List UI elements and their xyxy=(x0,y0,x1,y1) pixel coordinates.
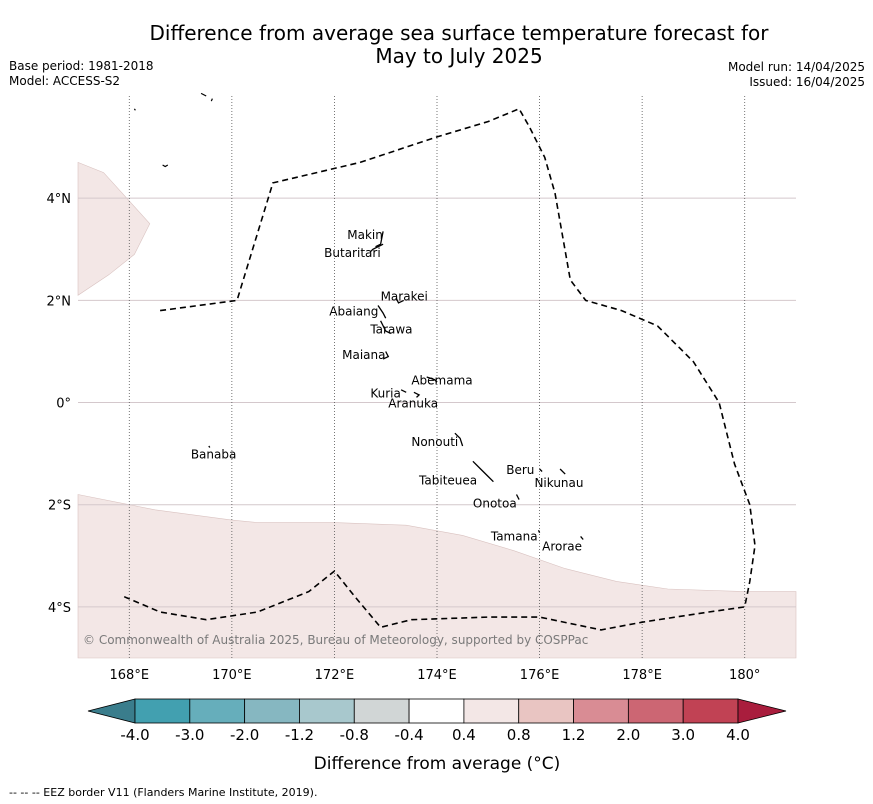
colorbar: -4.0 -3.0 -2.0 -1.2 -0.8 -0.4 0.4 0.8 1.2 2.0 3.0 4… xyxy=(87,698,787,744)
island-outline-tamana xyxy=(537,530,541,534)
island-label: Marakei xyxy=(381,289,428,303)
anomaly-region-0 xyxy=(77,161,151,296)
colorbar-swatch xyxy=(627,698,684,724)
graticule xyxy=(78,96,796,658)
colorbar-tick-label: -4.0 xyxy=(120,726,149,744)
atoll-speck xyxy=(133,108,136,111)
island-label: Tamana xyxy=(490,529,538,543)
colorbar-tick-label: 1.2 xyxy=(562,726,586,744)
island-label: Onotoa xyxy=(473,496,517,510)
atoll-speck xyxy=(200,92,207,97)
island-outline-aranuka xyxy=(413,391,421,398)
islands-layer xyxy=(133,92,584,540)
island-outline-makin xyxy=(375,231,384,248)
island-label: Banaba xyxy=(191,448,237,462)
colorbar-label: Difference from average (°C) xyxy=(314,754,561,774)
island-label: Kuria xyxy=(370,386,401,400)
colorbar-swatch xyxy=(189,698,246,724)
colorbar-tick-label: 0.8 xyxy=(507,726,531,744)
longitude-tick-label: 180° xyxy=(729,668,760,683)
colorbar-tick-label: -0.8 xyxy=(340,726,369,744)
latitude-tick-label: 0° xyxy=(56,397,71,412)
island-label: Nonouti xyxy=(411,435,458,449)
colorbar-swatch xyxy=(408,698,465,724)
colorbar-swatch xyxy=(573,698,629,724)
latitude-tick-label: 2°N xyxy=(47,294,72,309)
title-line-2: May to July 2025 xyxy=(375,44,543,68)
colorbar-swatch xyxy=(244,698,300,724)
island-outline-tarawa xyxy=(380,320,392,335)
eez-border-line xyxy=(123,107,756,631)
colorbar-max-extend xyxy=(737,698,787,724)
model-info: Base period: 1981-2018 Model: ACCESS-S2 xyxy=(9,59,154,89)
longitude-tick-label: 178°E xyxy=(622,668,662,683)
eez-source-note: -- -- -- EEZ border V11 (Flanders Marine… xyxy=(9,786,318,799)
longitude-tick-label: 172°E xyxy=(315,668,355,683)
atoll-speck xyxy=(210,98,213,102)
island-outline-kuria xyxy=(400,389,407,393)
axis-tick-labels: 168°E 170°E 172°E 174°E 176°E 178°E 180° 4°N 2°N… xyxy=(47,192,761,683)
island-label: Beru xyxy=(506,463,534,477)
colorbar-tick-label: 2.0 xyxy=(616,726,640,744)
title-line-1: Difference from average sea surface temp… xyxy=(149,21,769,45)
island-label: Arorae xyxy=(542,540,582,554)
colorbar-swatch xyxy=(353,698,410,724)
model-run-date: Model run: 14/04/2025 xyxy=(727,60,865,74)
island-outline-abemama xyxy=(426,376,438,383)
island-outline-nonouti xyxy=(454,432,464,447)
colorbar-tick-label: 4.0 xyxy=(726,726,750,744)
latitude-tick-label: 2°S xyxy=(48,499,71,514)
island-label: Aranuka xyxy=(388,397,438,411)
island-outline-maiana xyxy=(382,351,390,360)
colorbar-tick-label: 3.0 xyxy=(671,726,695,744)
colorbar-swatch xyxy=(134,698,191,724)
island-outline-banaba xyxy=(208,445,211,448)
model-name: Model: ACCESS-S2 xyxy=(9,74,121,88)
island-label: Tabiteuea xyxy=(418,473,477,487)
colorbar-tick-label: -1.2 xyxy=(285,726,314,744)
colorbar-tick-label: 0.4 xyxy=(452,726,476,744)
island-label: Maiana xyxy=(342,348,385,362)
island-outline-abaiang xyxy=(377,305,387,319)
copyright-notice: © Commonwealth of Australia 2025, Bureau… xyxy=(83,633,588,647)
colorbar-tick-label: -3.0 xyxy=(175,726,204,744)
eez-border-layer xyxy=(123,107,756,631)
map-title: Difference from average sea surface temp… xyxy=(100,22,818,68)
colorbar-min-extend xyxy=(87,698,136,724)
run-info: Model run: 14/04/2025 Issued: 16/04/2025 xyxy=(728,60,865,90)
island-label: Makin xyxy=(347,228,383,242)
island-outline-nikunau xyxy=(559,468,566,475)
latitude-tick-label: 4°N xyxy=(47,192,72,207)
island-label: Tarawa xyxy=(369,323,412,337)
island-label: Nikunau xyxy=(534,476,583,490)
island-label: Butaritari xyxy=(324,246,381,260)
colorbar-tick-label: -2.0 xyxy=(230,726,259,744)
colorbar-swatch xyxy=(682,698,739,724)
island-outline-butaritari xyxy=(369,243,384,253)
island-label: Abaiang xyxy=(329,305,378,319)
latitude-tick-label: 4°S xyxy=(48,601,71,616)
base-period: Base period: 1981-2018 xyxy=(9,59,154,73)
colorbar-swatch xyxy=(463,698,520,724)
longitude-tick-label: 176°E xyxy=(520,668,560,683)
atoll-speck xyxy=(162,164,169,168)
island-outline-tabiteuea xyxy=(472,460,494,483)
island-label: Abemama xyxy=(411,374,472,388)
issued-date: Issued: 16/04/2025 xyxy=(749,75,865,89)
island-outline-arorae xyxy=(580,535,584,540)
island-outline-onotoa xyxy=(515,494,520,500)
colorbar-swatch xyxy=(518,698,574,724)
colorbar-swatch xyxy=(299,698,355,724)
colorbar-tick-label: -0.4 xyxy=(394,726,423,744)
longitude-tick-label: 170°E xyxy=(212,668,252,683)
longitude-tick-label: 168°E xyxy=(110,668,150,683)
island-outline-marakei xyxy=(395,297,404,304)
longitude-tick-label: 174°E xyxy=(417,668,457,683)
island-outline-beru xyxy=(539,468,543,472)
